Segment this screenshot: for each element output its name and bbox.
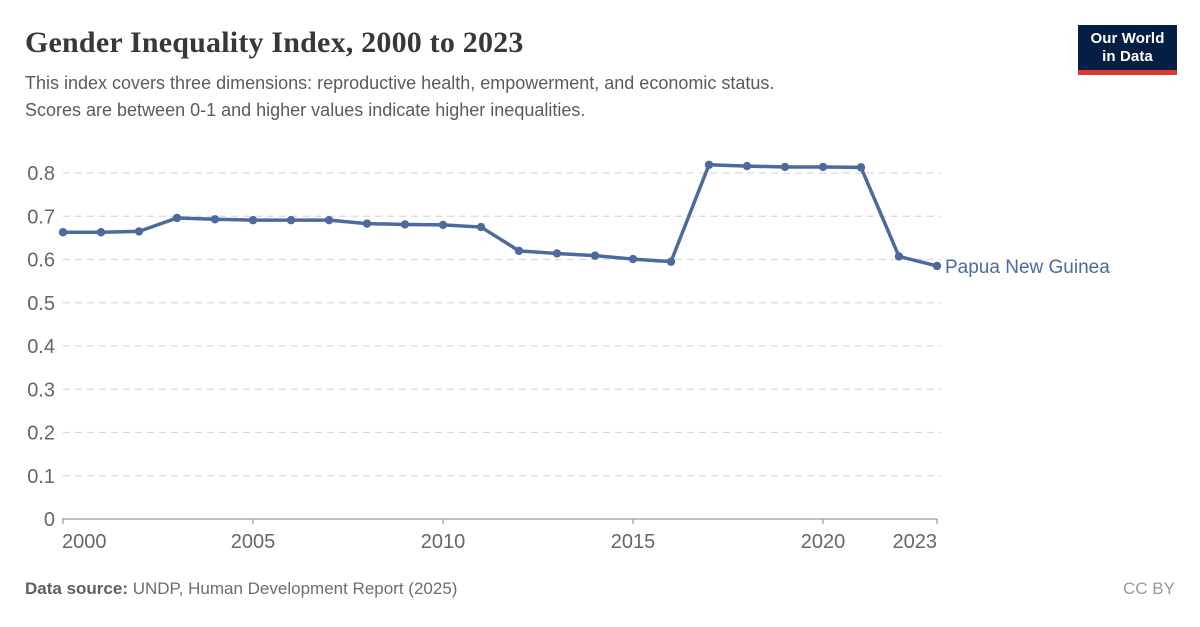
chart-header: Gender Inequality Index, 2000 to 2023 Th…: [25, 26, 774, 124]
y-axis-tick-label-0.4: 0.4: [27, 336, 55, 358]
y-axis-tick-label-0.1: 0.1: [27, 466, 55, 488]
data-source-label: Data source:: [25, 579, 128, 598]
data-point-2013[interactable]: [552, 249, 562, 258]
chart-footer: Data source: UNDP, Human Development Rep…: [25, 579, 1175, 599]
data-point-2019[interactable]: [780, 162, 790, 172]
data-point-2011[interactable]: [476, 222, 486, 232]
data-point-2002[interactable]: [134, 227, 144, 236]
data-point-2000[interactable]: [58, 228, 68, 237]
y-axis-tick-label-0.3: 0.3: [27, 379, 55, 401]
series-entity-label[interactable]: Papua New Guinea: [945, 257, 1110, 278]
chart-subtitle: This index covers three dimensions: repr…: [25, 70, 774, 124]
chart-subtitle-line1: This index covers three dimensions: repr…: [25, 73, 775, 93]
y-axis-tick-label-0.7: 0.7: [27, 206, 55, 228]
y-axis-tick-label-0.8: 0.8: [27, 163, 55, 185]
data-point-2004[interactable]: [210, 215, 220, 224]
data-point-2023[interactable]: [932, 261, 942, 271]
x-axis-tick-label-2023: 2023: [893, 531, 938, 553]
owid-logo-text-line1: Our World: [1090, 29, 1165, 47]
data-point-2021[interactable]: [856, 163, 866, 172]
owid-logo-text-line2: in Data: [1102, 47, 1153, 65]
data-point-2003[interactable]: [172, 213, 182, 223]
x-axis-tick-label-2015: 2015: [611, 531, 656, 553]
y-axis-tick-label-0.5: 0.5: [27, 293, 55, 315]
data-source-value: UNDP, Human Development Report (2025): [127, 579, 458, 598]
license-badge[interactable]: CC BY: [1123, 579, 1175, 598]
data-source-note: Data source: UNDP, Human Development Rep…: [25, 579, 457, 599]
line-series-papua-new-guinea[interactable]: [61, 163, 939, 268]
data-point-2001[interactable]: [96, 228, 106, 237]
x-axis-tick-label-2000: 2000: [62, 531, 107, 553]
data-point-2016[interactable]: [666, 257, 676, 266]
data-point-2006[interactable]: [286, 215, 296, 225]
x-axis-tick-label-2010: 2010: [421, 531, 466, 553]
y-axis-tick-label-0.2: 0.2: [27, 423, 55, 445]
data-point-2018[interactable]: [742, 161, 752, 171]
data-point-2015[interactable]: [628, 254, 638, 264]
data-point-2009[interactable]: [400, 220, 410, 229]
chart-subtitle-line2: Scores are between 0-1 and higher values…: [25, 100, 586, 120]
y-axis-tick-label-0: 0: [44, 509, 55, 531]
data-point-2020[interactable]: [818, 162, 828, 172]
data-point-2010[interactable]: [438, 220, 448, 230]
data-point-2014[interactable]: [590, 251, 600, 260]
data-point-2017[interactable]: [704, 160, 714, 169]
chart-title: Gender Inequality Index, 2000 to 2023: [25, 26, 524, 59]
owid-logo[interactable]: Our World in Data: [1078, 25, 1177, 75]
data-point-2008[interactable]: [362, 219, 372, 228]
data-point-2007[interactable]: [324, 215, 334, 225]
x-axis-tick-label-2005: 2005: [231, 531, 276, 553]
data-point-2022[interactable]: [894, 252, 904, 261]
data-point-2012[interactable]: [514, 246, 524, 256]
y-axis-tick-label-0.6: 0.6: [27, 250, 55, 272]
x-axis-tick-label-2020: 2020: [801, 531, 846, 553]
data-point-2005[interactable]: [248, 215, 258, 225]
